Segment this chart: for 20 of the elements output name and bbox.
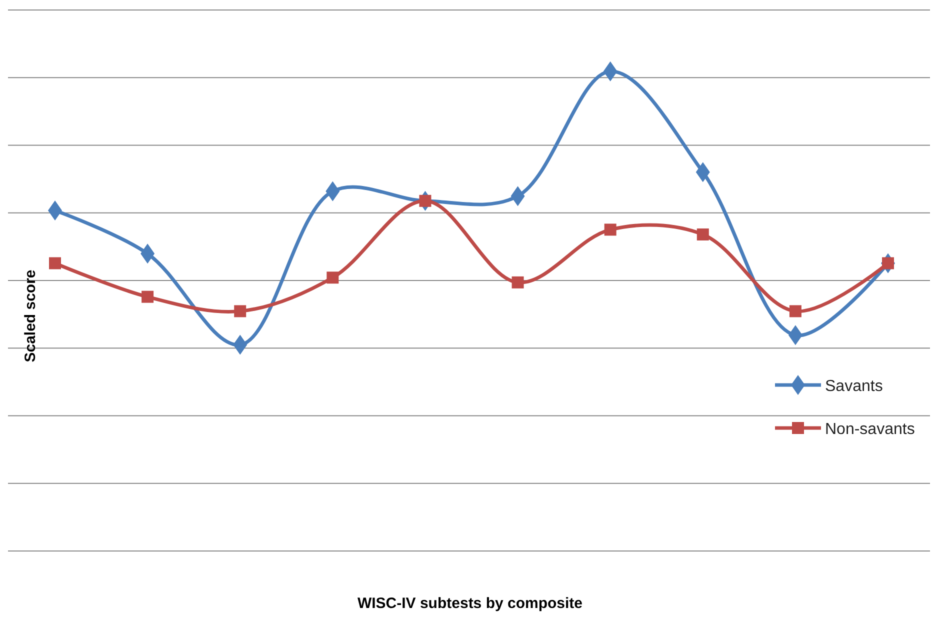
legend-label: Savants xyxy=(825,378,883,395)
point xyxy=(696,162,710,182)
point xyxy=(419,194,432,207)
point xyxy=(603,61,618,82)
point xyxy=(696,228,709,240)
legend-label: Non-savants xyxy=(825,421,915,438)
point xyxy=(234,305,246,318)
point xyxy=(604,224,616,236)
point xyxy=(142,290,154,303)
point xyxy=(49,257,61,270)
point xyxy=(789,305,802,318)
point xyxy=(788,325,802,346)
y-axis-title: Scaled score xyxy=(22,270,39,362)
point xyxy=(510,186,525,206)
point xyxy=(140,244,155,264)
point xyxy=(512,276,524,288)
point xyxy=(326,272,339,284)
x-axis-title: WISC-IV subtests by composite xyxy=(357,595,583,612)
point xyxy=(326,181,340,202)
point xyxy=(233,334,248,355)
